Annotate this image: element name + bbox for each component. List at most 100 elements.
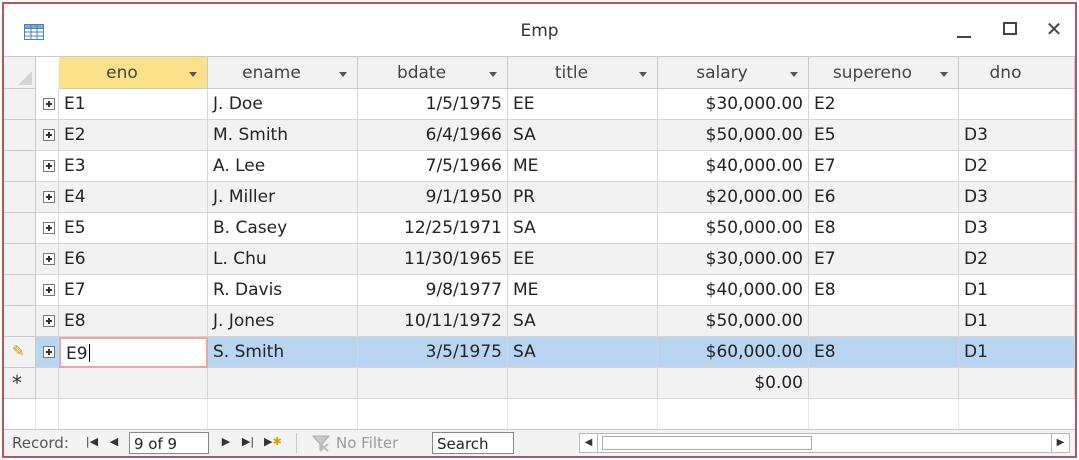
cell-salary[interactable]: $40,000.00: [658, 151, 809, 182]
expand-cell[interactable]: [36, 89, 59, 120]
column-header-supereno[interactable]: supereno: [809, 57, 959, 89]
cell-title[interactable]: [508, 368, 658, 399]
table-row[interactable]: E7 R. Davis 9/8/1977 ME $40,000.00 E8 D1: [4, 275, 1075, 306]
cell-dno[interactable]: D1: [959, 337, 1075, 368]
table-row[interactable]: E6 L. Chu 11/30/1965 EE $30,000.00 E7 D2: [4, 244, 1075, 275]
cell-eno[interactable]: E6: [59, 244, 208, 275]
sort-filter-dropdown-icon[interactable]: [639, 72, 647, 77]
sort-filter-dropdown-icon[interactable]: [790, 72, 798, 77]
column-header-dno[interactable]: dno: [959, 57, 1075, 89]
cell-dno[interactable]: D1: [959, 306, 1075, 337]
sort-filter-dropdown-icon[interactable]: [940, 72, 948, 77]
expand-plus-icon[interactable]: [43, 222, 55, 234]
cell-eno[interactable]: E2: [59, 120, 208, 151]
cell-dno[interactable]: D2: [959, 244, 1075, 275]
cell-eno[interactable]: E9: [59, 337, 208, 368]
cell-salary[interactable]: $60,000.00: [658, 337, 809, 368]
cell-supereno[interactable]: E8: [809, 275, 959, 306]
horizontal-scrollbar[interactable]: ◀ ▶: [579, 433, 1070, 453]
cell-ename[interactable]: B. Casey: [208, 213, 358, 244]
title-bar[interactable]: Emp ✕: [4, 4, 1075, 56]
expand-cell[interactable]: [36, 368, 59, 399]
new-record-row[interactable]: * $0.00: [4, 368, 1075, 399]
cell-bdate[interactable]: 9/8/1977: [358, 275, 508, 306]
cell-eno[interactable]: E3: [59, 151, 208, 182]
cell-title[interactable]: SA: [508, 120, 658, 151]
table-row[interactable]: E3 A. Lee 7/5/1966 ME $40,000.00 E7 D2: [4, 151, 1075, 182]
cell-eno[interactable]: E7: [59, 275, 208, 306]
cell-salary[interactable]: $50,000.00: [658, 213, 809, 244]
maximize-button[interactable]: [992, 14, 1028, 44]
cell-ename[interactable]: J. Miller: [208, 182, 358, 213]
record-selector[interactable]: ✎: [4, 337, 36, 368]
cell-bdate[interactable]: 6/4/1966: [358, 120, 508, 151]
cell-salary[interactable]: $40,000.00: [658, 275, 809, 306]
expand-cell[interactable]: [36, 306, 59, 337]
cell-bdate[interactable]: 3/5/1975: [358, 337, 508, 368]
table-row[interactable]: E8 J. Jones 10/11/1972 SA $50,000.00 D1: [4, 306, 1075, 337]
column-header-bdate[interactable]: bdate: [358, 57, 508, 89]
column-header-ename[interactable]: ename: [208, 57, 358, 89]
record-selector[interactable]: [4, 120, 36, 151]
cell-dno[interactable]: D3: [959, 182, 1075, 213]
cell-supereno[interactable]: E7: [809, 151, 959, 182]
expand-plus-icon[interactable]: [43, 191, 55, 203]
cell-dno[interactable]: [959, 89, 1075, 120]
cell-supereno[interactable]: E8: [809, 213, 959, 244]
cell-ename[interactable]: S. Smith: [208, 337, 358, 368]
cell-dno[interactable]: D2: [959, 151, 1075, 182]
expand-cell[interactable]: [36, 337, 59, 368]
record-selector[interactable]: [4, 244, 36, 275]
table-row[interactable]: E2 M. Smith 6/4/1966 SA $50,000.00 E5 D3: [4, 120, 1075, 151]
cell-salary[interactable]: $50,000.00: [658, 120, 809, 151]
expand-cell[interactable]: [36, 244, 59, 275]
record-selector[interactable]: *: [4, 368, 36, 399]
record-selector[interactable]: [4, 275, 36, 306]
cell-eno[interactable]: E4: [59, 182, 208, 213]
table-row[interactable]: E5 B. Casey 12/25/1971 SA $50,000.00 E8 D3: [4, 213, 1075, 244]
cell-ename[interactable]: L. Chu: [208, 244, 358, 275]
cell-dno[interactable]: D3: [959, 213, 1075, 244]
cell-title[interactable]: ME: [508, 151, 658, 182]
cell-ename[interactable]: R. Davis: [208, 275, 358, 306]
cell-ename[interactable]: J. Doe: [208, 89, 358, 120]
record-selector[interactable]: [4, 213, 36, 244]
cell-dno[interactable]: [959, 368, 1075, 399]
table-row[interactable]: E1 J. Doe 1/5/1975 EE $30,000.00 E2: [4, 89, 1075, 120]
cell-supereno[interactable]: [809, 368, 959, 399]
cell-ename[interactable]: J. Jones: [208, 306, 358, 337]
cell-eno[interactable]: [59, 368, 208, 399]
cell-supereno[interactable]: E5: [809, 120, 959, 151]
record-selector[interactable]: [4, 89, 36, 120]
cell-eno[interactable]: E5: [59, 213, 208, 244]
cell-bdate[interactable]: 11/30/1965: [358, 244, 508, 275]
cell-ename[interactable]: [208, 368, 358, 399]
cell-salary[interactable]: $0.00: [658, 368, 809, 399]
cell-title[interactable]: EE: [508, 89, 658, 120]
expand-plus-icon[interactable]: [43, 253, 55, 265]
record-selector[interactable]: [4, 151, 36, 182]
cell-salary[interactable]: $30,000.00: [658, 89, 809, 120]
expand-plus-icon[interactable]: [43, 160, 55, 172]
expand-plus-icon[interactable]: [43, 129, 55, 141]
cell-bdate[interactable]: 7/5/1966: [358, 151, 508, 182]
cell-eno[interactable]: E8: [59, 306, 208, 337]
cell-bdate[interactable]: [358, 368, 508, 399]
cell-salary[interactable]: $30,000.00: [658, 244, 809, 275]
cell-title[interactable]: PR: [508, 182, 658, 213]
expand-plus-icon[interactable]: [43, 315, 55, 327]
sort-filter-dropdown-icon[interactable]: [489, 72, 497, 77]
cell-supereno[interactable]: [809, 306, 959, 337]
search-input[interactable]: Search: [432, 432, 514, 454]
cell-bdate[interactable]: 12/25/1971: [358, 213, 508, 244]
cell-supereno[interactable]: E7: [809, 244, 959, 275]
new-record-button[interactable]: ▶✱: [264, 435, 282, 448]
filter-status-label[interactable]: No Filter: [336, 434, 399, 452]
column-header-title[interactable]: title: [508, 57, 658, 89]
cell-dno[interactable]: D1: [959, 275, 1075, 306]
table-row[interactable]: E4 J. Miller 9/1/1950 PR $20,000.00 E6 D3: [4, 182, 1075, 213]
record-position-field[interactable]: 9 of 9: [129, 432, 209, 454]
expand-plus-icon[interactable]: [43, 346, 55, 358]
expand-cell[interactable]: [36, 120, 59, 151]
cell-title[interactable]: ME: [508, 275, 658, 306]
